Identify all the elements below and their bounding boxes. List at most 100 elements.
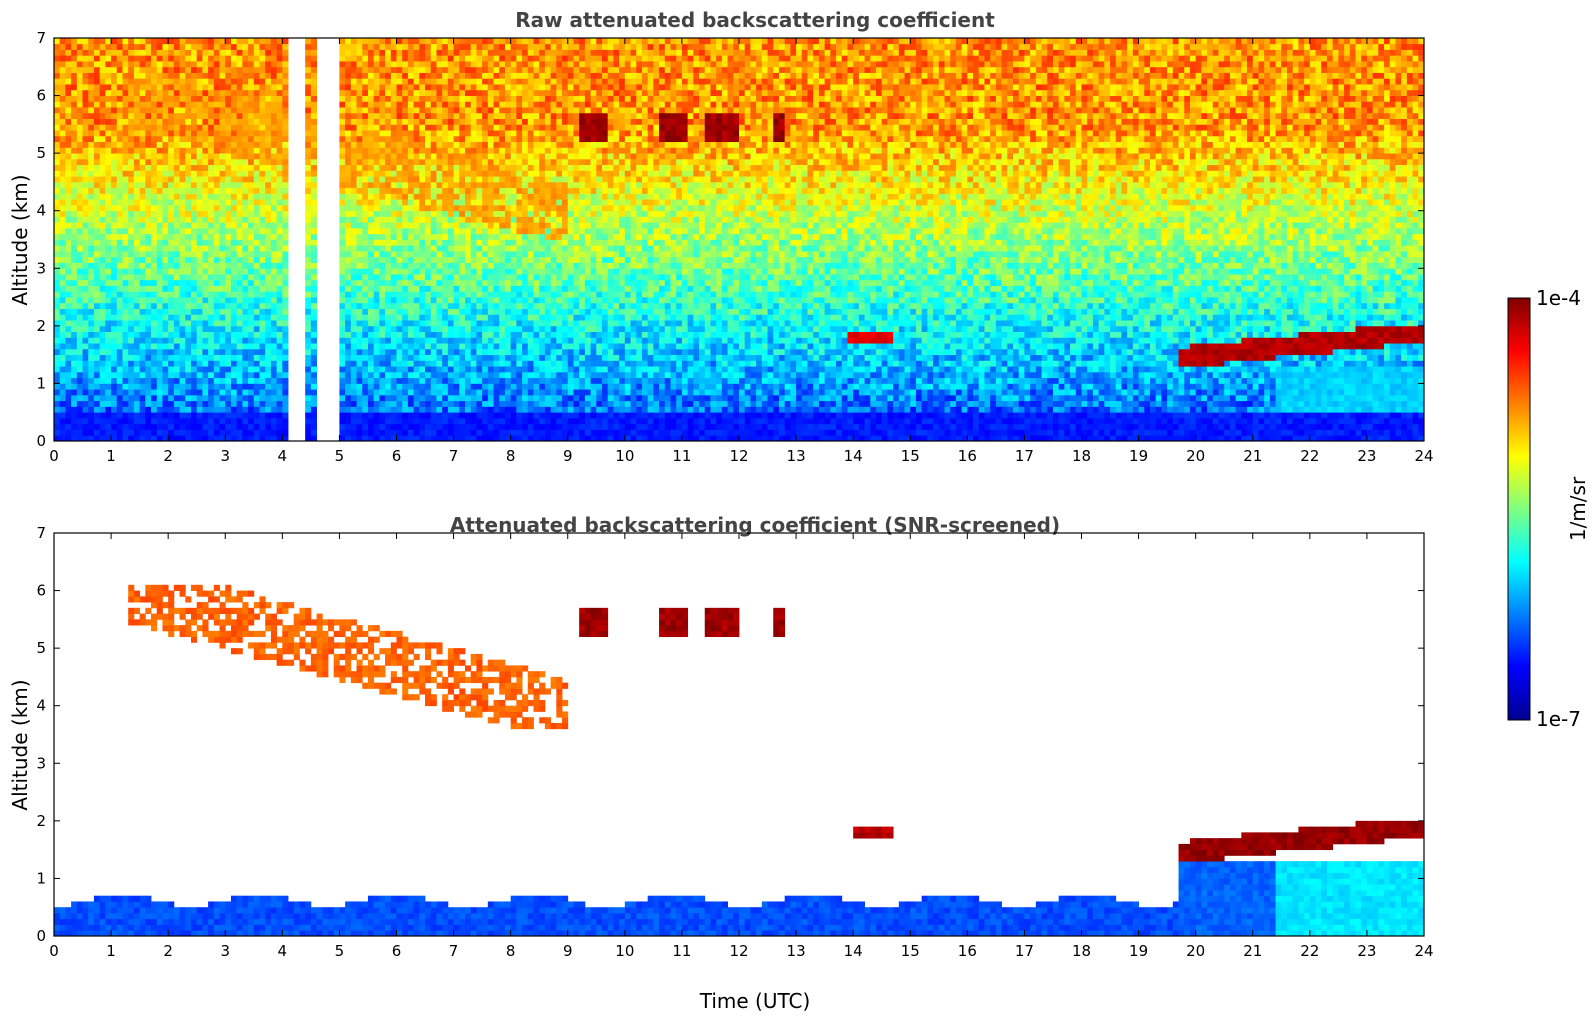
raw-cell [254,55,260,61]
raw-cell [111,234,117,240]
raw-cell [397,395,403,401]
raw-cell [134,240,140,246]
raw-cell [88,147,94,153]
raw-cell [402,343,408,349]
raw-cell [397,165,403,171]
raw-cell [260,67,266,73]
raw-cell [260,268,266,274]
raw-cell [117,245,123,251]
raw-cell [391,222,397,228]
raw-cell [271,142,277,148]
raw-cell [225,320,231,326]
raw-cell [220,291,226,297]
raw-cell [311,320,317,326]
raw-cell [351,228,357,234]
raw-cell [357,395,363,401]
raw-cell [157,234,163,240]
raw-cell [191,406,197,412]
raw-cell [282,78,288,84]
raw-cell [248,38,254,44]
raw-cell [277,412,283,418]
raw-cell [277,73,283,79]
raw-cell [265,303,271,309]
raw-cell [162,165,168,171]
raw-cell [128,349,134,355]
raw-cell [105,130,111,136]
raw-cell [402,406,408,412]
raw-cell [77,61,83,67]
raw-cell [151,67,157,73]
raw-cell [379,142,385,148]
raw-cell [220,343,226,349]
raw-cell [385,240,391,246]
raw-cell [282,343,288,349]
raw-cell [242,401,248,407]
raw-cell [94,130,100,136]
raw-cell [277,222,283,228]
raw-cell [128,360,134,366]
raw-cell [65,383,71,389]
raw-cell [368,424,374,430]
raw-cell [305,165,311,171]
raw-cell [237,142,243,148]
raw-cell [202,332,208,338]
raw-cell [83,412,89,418]
raw-cell [77,222,83,228]
raw-cell [254,286,260,292]
raw-cell [362,124,368,130]
raw-cell [311,96,317,102]
raw-cell [105,320,111,326]
raw-cell [77,67,83,73]
raw-cell [391,263,397,269]
raw-cell [385,424,391,430]
raw-cell [368,355,374,361]
raw-cell [305,309,311,315]
raw-cell [357,55,363,61]
raw-cell [265,73,271,79]
raw-cell [105,67,111,73]
raw-cell [242,165,248,171]
raw-cell [54,240,60,246]
raw-cell [311,240,317,246]
raw-cell [362,170,368,176]
raw-cell [368,395,374,401]
raw-cell [191,228,197,234]
raw-cell [248,170,254,176]
raw-cell [260,222,266,228]
raw-cell [117,188,123,194]
raw-cell [362,303,368,309]
raw-cell [145,395,151,401]
raw-cell [83,332,89,338]
raw-cell [105,274,111,280]
raw-cell [174,165,180,171]
raw-cell [357,274,363,280]
raw-cell [174,389,180,395]
raw-cell [374,245,380,251]
raw-cell [117,136,123,142]
raw-cell [214,107,220,113]
raw-cell [208,303,214,309]
raw-cell [374,182,380,188]
raw-cell [305,240,311,246]
raw-cell [162,188,168,194]
raw-cell [254,326,260,332]
raw-cell [231,188,237,194]
raw-cell [351,119,357,125]
raw-cell [128,176,134,182]
raw-cell [357,228,363,234]
raw-cell [168,73,174,79]
raw-cell [197,61,203,67]
raw-cell [145,113,151,119]
raw-cell [94,73,100,79]
raw-cell [185,130,191,136]
raw-cell [162,228,168,234]
raw-cell [83,263,89,269]
raw-cell [208,234,214,240]
raw-cell [368,412,374,418]
raw-cell [402,153,408,159]
raw-cell [265,389,271,395]
raw-cell [379,44,385,50]
raw-cell [379,78,385,84]
raw-cell [100,349,106,355]
raw-cell [225,297,231,303]
